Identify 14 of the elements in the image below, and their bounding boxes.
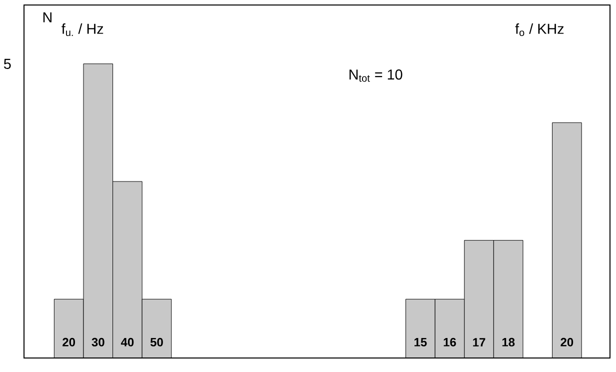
annotation: N$_{tot}$ = 10 (350, 69, 402, 82)
x-tick-label: 20 (62, 338, 76, 346)
x-tick-label: 30 (92, 338, 104, 346)
text: 5 (4, 58, 11, 69)
x-tick-label: 16 (444, 338, 456, 346)
text: f$_{u.}$ / Hz (62, 23, 104, 36)
x-tick-label: 50 (150, 338, 163, 346)
y-axis-title: N (43, 12, 52, 22)
x-tick-label: 15 (414, 338, 427, 346)
x-tick-label: 17 (473, 338, 486, 346)
x-tick-label: 18 (502, 338, 515, 346)
x-tick-label: 40 (120, 338, 134, 346)
x-tick-label: 20 (560, 338, 574, 346)
text: f$_{o}$ / KHz (515, 23, 564, 36)
